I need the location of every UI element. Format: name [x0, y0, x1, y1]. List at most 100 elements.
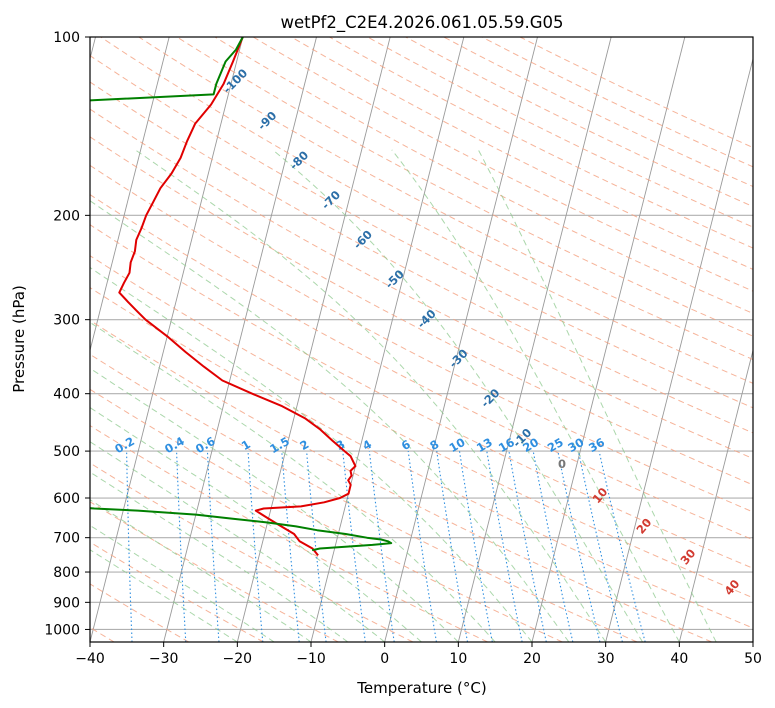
freezing-level-label: 0 [558, 457, 566, 471]
y-tick-label: 100 [53, 30, 80, 46]
y-tick-label: 200 [53, 208, 80, 224]
dry-adiabat-line [481, 37, 753, 168]
x-tick-label: 50 [744, 651, 762, 667]
dry-adiabat-line [90, 194, 753, 541]
mixing-ratio-label: 13 [474, 435, 495, 455]
moist-adiabat-line [90, 321, 496, 642]
dry-adiabat-line [90, 55, 753, 409]
mixing-ratio-label: 10 [447, 435, 468, 455]
moist-adiabat-line [134, 149, 607, 642]
dry-adiabat-line [214, 37, 753, 314]
dry-adiabat-line [291, 37, 753, 270]
dry-adiabat-line [252, 37, 753, 292]
y-tick-label: 900 [53, 595, 80, 611]
isotherm-line [384, 37, 538, 642]
mixing-ratio-line [532, 450, 574, 642]
y-tick-label: 500 [53, 444, 80, 460]
isotherm-line [90, 37, 170, 353]
dry-adiabat-line [138, 37, 753, 361]
mixing-ratio-line [577, 450, 623, 642]
isotherm-line [531, 37, 686, 642]
dry-adiabat-line [519, 37, 753, 149]
x-tick-label: −30 [149, 651, 179, 667]
isotherm-grid [90, 37, 753, 642]
moist-adiabat-line [90, 200, 570, 642]
mixing-ratio-line [557, 450, 601, 642]
mixing-ratio-label: 16 [496, 435, 517, 455]
mixing-ratio-line [486, 451, 523, 642]
dewpoint-line [90, 37, 393, 552]
x-tick-label: −10 [296, 651, 326, 667]
y-tick-label: 1000 [44, 622, 80, 638]
mixing-ratio-label: 36 [586, 435, 607, 455]
x-axis-ticks: −40 −30 −20 −10 0 10 20 30 40 50 [75, 642, 762, 667]
x-axis-label: Temperature (°C) [356, 679, 486, 697]
isotherm-line [236, 37, 391, 642]
dry-adiabat-line [90, 136, 753, 486]
dry-adiabat-line [90, 424, 488, 642]
dry-adiabat-line [329, 37, 753, 249]
mixing-ratio-line [458, 451, 493, 642]
x-tick-label: 20 [523, 651, 541, 667]
plot-frame [89, 36, 754, 643]
y-tick-label: 600 [53, 491, 80, 507]
moist-adiabat-line [477, 149, 717, 642]
dry-adiabat-line [90, 255, 753, 599]
mixing-ratio-label: 30 [565, 435, 586, 455]
dry-adiabats [90, 37, 753, 642]
dry-adiabat-line [90, 319, 712, 642]
y-tick-label: 700 [53, 531, 80, 547]
mixing-ratio-label: 25 [545, 435, 566, 455]
dry-adiabat-line [90, 81, 753, 434]
mixing-ratio-line [306, 451, 327, 642]
moist-adiabat-line [90, 499, 312, 642]
mixing-ratio-line [436, 451, 469, 642]
dry-adiabat-line [90, 224, 753, 569]
isotherm-line [457, 37, 612, 642]
x-tick-label: −40 [75, 651, 105, 667]
x-tick-label: 0 [380, 651, 389, 667]
isotherm-line [605, 56, 753, 642]
mixing-ratio-line [368, 451, 395, 642]
y-axis-ticks: 100 200 300 400 500 600 700 800 900 1000 [44, 30, 90, 638]
moist-adiabat-line [391, 149, 680, 642]
mixing-ratio-line [508, 450, 547, 642]
moist-adiabat-line [90, 549, 238, 642]
temperature-line [118, 37, 357, 557]
isotherm-line [90, 37, 244, 642]
dry-adiabat-line [443, 37, 753, 188]
dry-adiabat-line [90, 287, 753, 629]
moist-adiabat-line [90, 441, 385, 642]
dry-adiabat-line [405, 37, 753, 208]
x-tick-label: 40 [670, 651, 688, 667]
mixing-ratio-lines [126, 450, 646, 642]
dry-adiabat-line [367, 37, 753, 228]
isotherm-line [163, 37, 317, 642]
x-tick-label: −20 [223, 651, 253, 667]
dry-adiabat-line [100, 37, 753, 384]
dry-adiabat-line [176, 37, 753, 337]
x-tick-label: 10 [449, 651, 467, 667]
isotherm-line [678, 348, 753, 642]
dry-adiabat-line [90, 108, 753, 460]
moist-adiabat-line [272, 149, 643, 642]
moist-adiabats [90, 149, 717, 642]
y-tick-label: 800 [53, 565, 80, 581]
mixing-ratio-line [407, 451, 437, 642]
chart-title: wetPf2_C2E4.2026.061.05.59.G05 [280, 13, 563, 33]
plot-area: 0.10.20.40.611.52346810131620253036-100-… [90, 37, 753, 642]
sounding-series [90, 37, 393, 557]
reference-labels: 0.10.20.40.611.52346810131620253036-100-… [90, 66, 742, 598]
y-tick-label: 400 [53, 387, 80, 403]
moist-adiabat-line [90, 524, 275, 642]
dry-adiabat-line [90, 164, 753, 513]
isobar-grid [90, 37, 753, 630]
mixing-ratio-line [598, 450, 646, 642]
dry-adiabat-line [90, 462, 414, 642]
moist-adiabat-line [90, 266, 533, 642]
moist-adiabat-line [90, 406, 422, 642]
moist-adiabat-line [90, 367, 459, 642]
y-tick-label: 300 [53, 313, 80, 329]
y-axis-label: Pressure (hPa) [10, 285, 28, 393]
